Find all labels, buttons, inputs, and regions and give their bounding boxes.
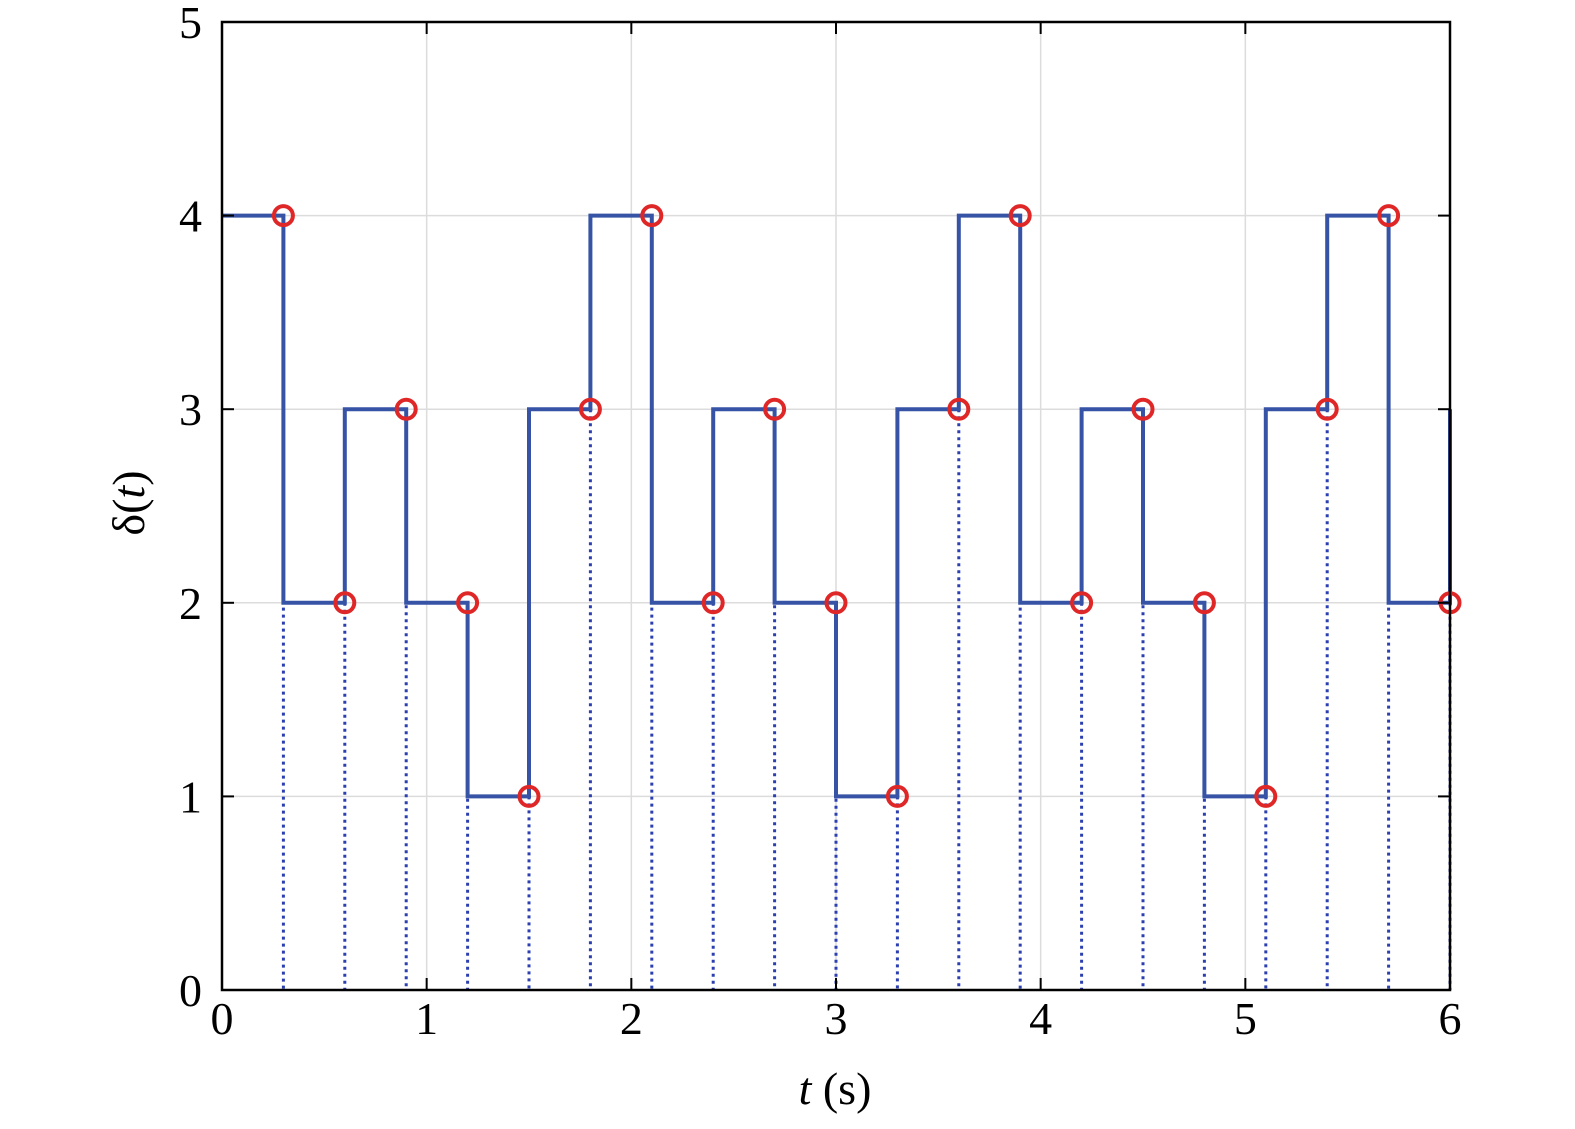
- marker-point-2: [394, 397, 418, 421]
- axes-frame: [220, 20, 1452, 992]
- marker-point-18: [1377, 204, 1401, 228]
- x-tick-label-3: 3: [825, 993, 848, 1044]
- y-tick-label-4: 4: [179, 191, 202, 242]
- y-tick-label-1: 1: [179, 771, 202, 822]
- x-tick-label-6: 6: [1439, 993, 1462, 1044]
- step-line: [222, 213, 1452, 799]
- marker-point-11: [947, 397, 971, 421]
- marker-point-10: [885, 784, 909, 808]
- y-tick-label-3: 3: [179, 384, 202, 435]
- x-tick-label-5: 5: [1234, 993, 1257, 1044]
- marker-point-0: [271, 204, 295, 228]
- x-tick-label-4: 4: [1029, 993, 1052, 1044]
- y-tick-label-2: 2: [179, 578, 202, 629]
- x-tick-label-2: 2: [620, 993, 643, 1044]
- x-tick-label-0: 0: [211, 993, 234, 1044]
- x-tick-label-1: 1: [415, 993, 438, 1044]
- marker-point-7: [701, 591, 725, 615]
- marker-point-13: [1070, 591, 1094, 615]
- marker-point-6: [640, 204, 664, 228]
- marker-point-4: [517, 784, 541, 808]
- marker-point-8: [763, 397, 787, 421]
- marker-point-9: [824, 591, 848, 615]
- marker-point-14: [1131, 397, 1155, 421]
- x-axis-title: t (s): [799, 1063, 872, 1114]
- marker-point-12: [1008, 204, 1032, 228]
- tick-labels: 0 1 2 3 4 5 6 0 1 2 3 4 5: [179, 0, 1462, 1044]
- marker-point-17: [1315, 397, 1339, 421]
- y-tick-label-5: 5: [179, 0, 202, 48]
- switching-markers: [271, 204, 1462, 808]
- step-series: [222, 213, 1452, 799]
- y-axis-title: δ(t): [103, 470, 154, 535]
- marker-point-3: [456, 591, 480, 615]
- marker-point-5: [578, 397, 602, 421]
- marker-point-16: [1254, 784, 1278, 808]
- marker-point-15: [1192, 591, 1216, 615]
- y-tick-label-0: 0: [179, 965, 202, 1016]
- marker-point-1: [333, 591, 357, 615]
